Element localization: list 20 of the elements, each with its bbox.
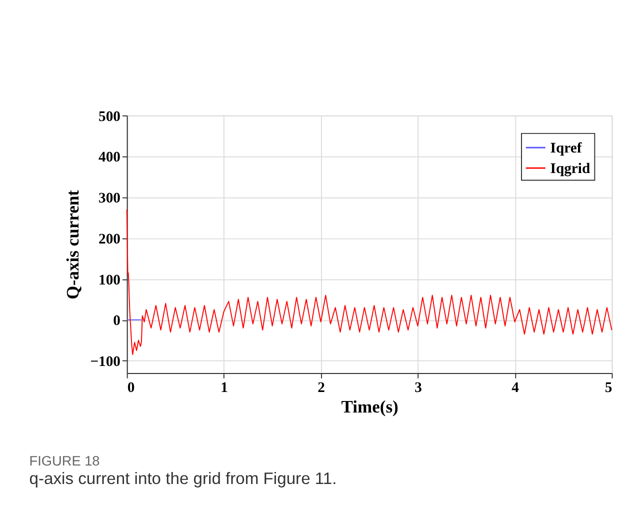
- y-tick-label: −100: [90, 354, 120, 370]
- x-tick-label: 5: [604, 380, 612, 396]
- line-series: [126, 208, 612, 356]
- x-tick-label: 1: [220, 380, 228, 396]
- x-tick-label: 2: [318, 380, 325, 396]
- caption: FIGURE 18: [29, 454, 100, 469]
- x-tick-label: 0: [127, 380, 135, 396]
- y-tick-label: 0: [113, 313, 120, 330]
- y-axis-title: Q-axis current: [62, 190, 82, 300]
- y-tick-label: 500: [98, 108, 120, 125]
- y-tick-label: 100: [98, 272, 120, 288]
- legend-label: Iqgrid: [550, 160, 590, 177]
- x-axis-title: Time(s): [341, 396, 399, 416]
- text: q-axis current into the grid from Figure 11.: [29, 469, 337, 488]
- y-tick-label: 200: [98, 231, 120, 248]
- y-tick-label: 400: [98, 150, 120, 166]
- x-tick-label: 4: [512, 380, 520, 396]
- legend-label: Iqref: [550, 140, 583, 156]
- x-tick-label: 3: [414, 380, 422, 396]
- y-tick-label: 300: [98, 190, 120, 207]
